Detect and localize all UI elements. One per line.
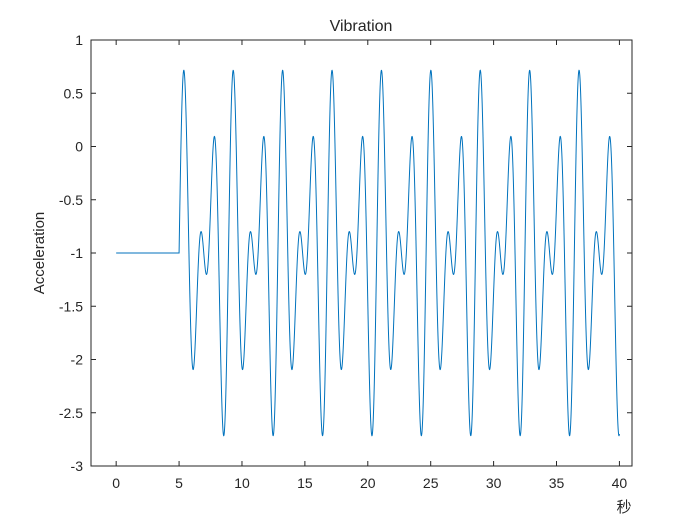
x-axis: 0 5 10 15 20 25 30 35 40 — [112, 40, 627, 491]
y-axis: 1 0.5 0 -0.5 -1 -1.5 -2 -2.5 -3 — [59, 32, 632, 474]
series-line — [116, 69, 620, 437]
x-tick-label: 40 — [612, 475, 628, 491]
y-tick-label: -1 — [71, 245, 84, 261]
x-tick-label: 15 — [297, 475, 313, 491]
series-layer — [116, 69, 620, 437]
y-tick-label: -0.5 — [59, 192, 83, 208]
y-tick-label: 0.5 — [64, 85, 84, 101]
x-tick-label: 30 — [486, 475, 502, 491]
x-tick-label: 35 — [549, 475, 565, 491]
plot-area — [91, 40, 632, 466]
x-tick-label: 20 — [360, 475, 376, 491]
y-tick-label: 0 — [75, 139, 83, 155]
x-tick-label: 5 — [175, 475, 183, 491]
x-axis-label: 秒 — [616, 499, 631, 516]
y-tick-label: -2.5 — [59, 405, 83, 421]
y-axis-label: Acceleration — [31, 212, 48, 295]
y-tick-label: -3 — [71, 458, 84, 474]
x-tick-label: 0 — [112, 475, 120, 491]
y-tick-label: 1 — [75, 32, 83, 48]
chart-title: Vibration — [330, 18, 393, 35]
x-tick-label: 10 — [234, 475, 250, 491]
y-tick-label: -2 — [71, 352, 84, 368]
y-tick-label: -1.5 — [59, 298, 83, 314]
x-tick-label: 25 — [423, 475, 439, 491]
